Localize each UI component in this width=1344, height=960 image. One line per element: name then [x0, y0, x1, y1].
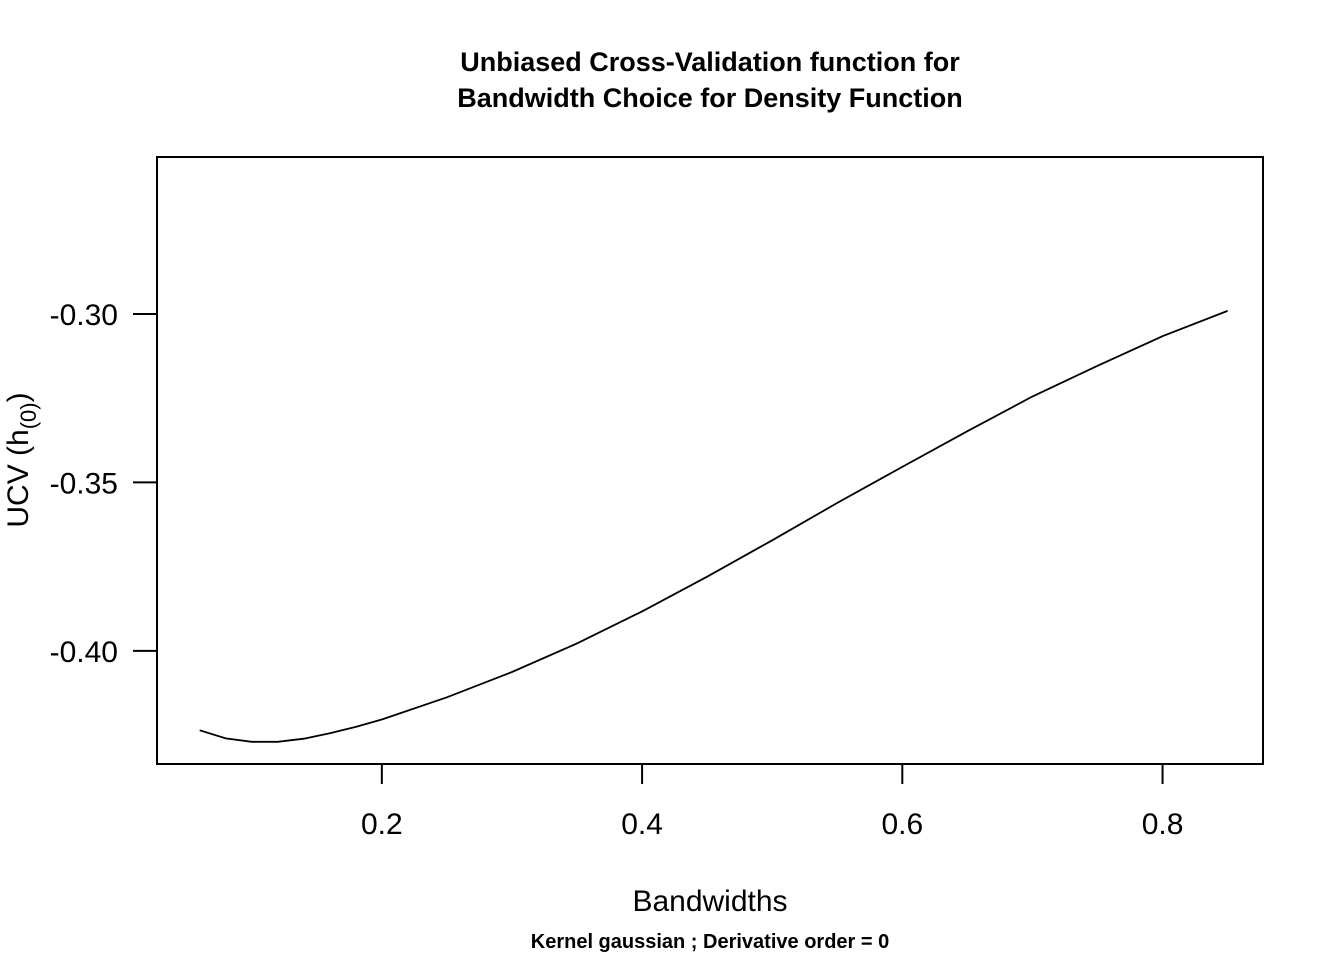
chart-title-line-2: Bandwidth Choice for Density Function — [457, 83, 963, 113]
x-tick-label: 0.4 — [621, 808, 663, 841]
plot-frame — [156, 156, 1264, 765]
y-tick-label: -0.30 — [50, 299, 118, 332]
chart-subtitle: Kernel gaussian ; Derivative order = 0 — [531, 931, 890, 953]
y-axis-label: UCV (h(0)) — [2, 392, 41, 527]
chart-title-line-1: Unbiased Cross-Validation function for — [460, 47, 960, 77]
chart-title: Unbiased Cross-Validation function for Ba… — [457, 47, 963, 113]
x-axis-label: Bandwidths — [632, 885, 787, 918]
x-tick-label: 0.8 — [1142, 808, 1184, 841]
ucv-curve — [199, 310, 1228, 743]
y-axis: -0.30 -0.35 -0.40 — [50, 299, 157, 669]
y-tick-label: -0.40 — [50, 636, 118, 669]
x-tick-label: 0.6 — [881, 808, 923, 841]
x-axis: 0.2 0.4 0.6 0.8 — [361, 764, 1183, 841]
y-tick-label: -0.35 — [50, 467, 118, 500]
x-tick-label: 0.2 — [361, 808, 403, 841]
